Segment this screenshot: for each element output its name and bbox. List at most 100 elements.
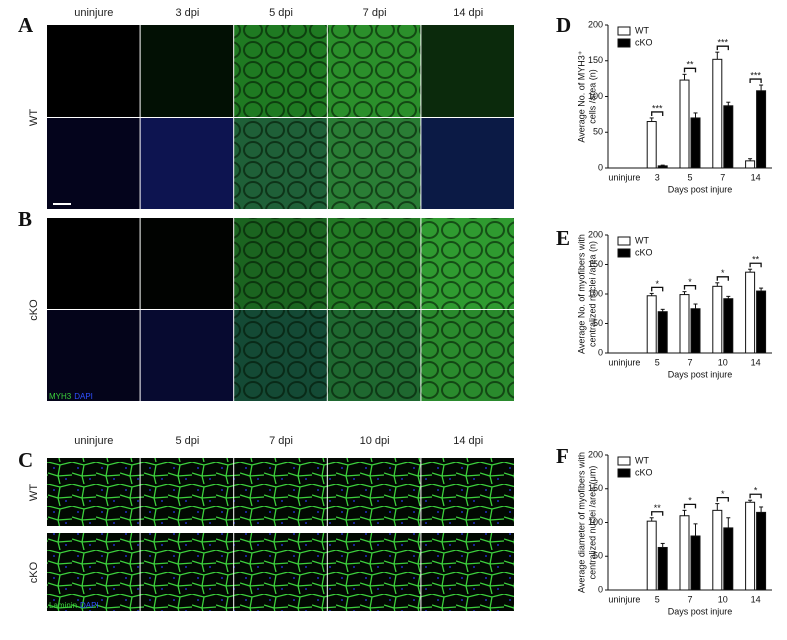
significance-bracket <box>651 286 664 292</box>
legend-swatch <box>617 38 631 48</box>
micrograph <box>47 310 140 401</box>
significance-label: * <box>688 277 692 287</box>
micrograph-texture <box>327 118 421 209</box>
bar <box>690 308 701 354</box>
significance-label: * <box>721 268 725 278</box>
x-tick-label: 10 <box>718 594 728 604</box>
legend-label: WT <box>635 455 649 465</box>
bar <box>679 79 690 169</box>
micrograph <box>47 118 140 209</box>
bar <box>745 501 756 591</box>
bar <box>657 311 668 354</box>
y-tick-label: 50 <box>593 127 603 137</box>
x-tick-label: 7 <box>687 357 692 367</box>
legend-swatch <box>617 456 631 466</box>
bar <box>690 117 701 169</box>
x-tick-label: 5 <box>655 594 660 604</box>
x-axis-label: Days post injure <box>668 606 733 616</box>
micrograph <box>140 118 234 209</box>
significance-bracket <box>651 511 664 516</box>
significance-label: * <box>721 489 725 499</box>
micrograph-texture <box>234 25 327 117</box>
bar <box>657 165 668 169</box>
x-tick-label: uninjure <box>608 357 640 367</box>
micrograph <box>421 533 514 611</box>
panel-label: D <box>556 13 571 37</box>
micrograph <box>327 458 421 526</box>
y-tick-label: 200 <box>588 229 603 239</box>
y-axis-label: centralized nuclei /area (μm) <box>587 466 597 580</box>
micrograph <box>327 533 421 611</box>
y-axis-label: centralized nuclei /area (n) <box>587 241 597 347</box>
micrograph-texture <box>234 118 327 209</box>
micrograph <box>421 458 514 526</box>
y-tick-label: 0 <box>598 584 603 594</box>
micrograph <box>421 118 514 209</box>
panel-label: C <box>18 448 33 472</box>
row-label: WT <box>28 109 40 126</box>
bar <box>723 105 734 169</box>
panel-label: F <box>556 444 569 468</box>
bar <box>712 285 723 354</box>
row-label: cKO <box>28 299 40 321</box>
x-axis-label: Days post injure <box>668 184 733 194</box>
bar <box>723 527 734 591</box>
legend-label: WT <box>635 25 649 35</box>
bar <box>756 90 767 169</box>
y-tick-label: 0 <box>598 162 603 172</box>
significance-bracket <box>716 45 729 51</box>
y-tick-label: 150 <box>588 259 603 269</box>
significance-label: ** <box>654 503 662 513</box>
column-header: 14 dpi <box>453 435 483 447</box>
y-tick-label: 150 <box>588 483 603 493</box>
column-header: 5 dpi <box>175 435 199 447</box>
micrograph <box>47 533 140 611</box>
legend-label: WT <box>635 235 649 245</box>
y-tick-label: 100 <box>588 288 603 298</box>
significance-label: * <box>688 496 692 506</box>
significance-bracket <box>716 276 729 281</box>
column-header: 14 dpi <box>453 7 483 19</box>
bar <box>745 271 756 354</box>
y-tick-label: 150 <box>588 55 603 65</box>
bar <box>679 294 690 354</box>
significance-label: ** <box>686 60 694 70</box>
panel-label: B <box>18 207 32 231</box>
x-tick-label: uninjure <box>608 172 640 182</box>
column-header: 5 dpi <box>269 7 293 19</box>
bar <box>756 290 767 354</box>
y-tick-label: 100 <box>588 91 603 101</box>
significance-bracket <box>683 284 697 290</box>
legend-swatch <box>617 248 631 258</box>
bar <box>712 509 723 591</box>
micrograph-texture <box>327 310 421 401</box>
micrograph <box>234 458 327 526</box>
y-tick-label: 100 <box>588 517 603 527</box>
micrograph <box>47 25 140 117</box>
legend-label: cKO <box>635 467 653 477</box>
stain-name: Laminin <box>49 601 77 610</box>
micrograph <box>140 533 234 611</box>
micrograph-texture <box>421 310 514 401</box>
significance-bracket <box>749 493 762 499</box>
micrograph <box>47 218 140 309</box>
significance-bracket <box>683 503 697 509</box>
stain-name: MYH3 <box>49 392 72 401</box>
column-header: uninjure <box>74 435 113 447</box>
micrograph-texture <box>327 25 421 117</box>
significance-label: *** <box>718 38 729 48</box>
significance-label: * <box>754 486 758 496</box>
y-tick-label: 0 <box>598 347 603 357</box>
micrograph-texture <box>421 218 514 309</box>
x-tick-label: 10 <box>718 357 728 367</box>
column-header: 10 dpi <box>360 435 390 447</box>
y-tick-label: 50 <box>593 318 603 328</box>
significance-label: ** <box>752 255 760 265</box>
y-axis-label: Average diameter of myofibers with <box>576 452 586 593</box>
micrograph <box>140 218 234 309</box>
significance-bracket <box>716 496 729 502</box>
significance-label: *** <box>750 70 761 80</box>
x-tick-label: 3 <box>655 172 660 182</box>
x-tick-label: 14 <box>751 594 761 604</box>
